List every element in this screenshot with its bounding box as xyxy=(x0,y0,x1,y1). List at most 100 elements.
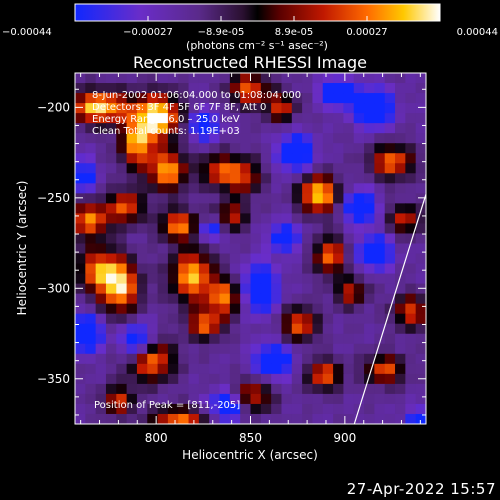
heatmap-cell xyxy=(188,153,200,164)
heatmap-cell xyxy=(395,83,406,94)
heatmap-cell xyxy=(343,373,355,385)
heatmap-cell xyxy=(136,113,148,124)
heatmap-cell xyxy=(188,413,200,424)
heatmap-cell xyxy=(374,303,386,315)
colorbar-tick-label: 0.00044 xyxy=(457,27,498,38)
heatmap-cell xyxy=(271,123,283,134)
heatmap-cell xyxy=(126,123,138,134)
heatmap-cell xyxy=(240,163,252,174)
heatmap-cell xyxy=(219,253,231,265)
heatmap-cell xyxy=(75,403,86,415)
heatmap-cell xyxy=(250,153,262,164)
heatmap-cell xyxy=(147,133,159,144)
heatmap-cell xyxy=(271,253,283,265)
heatmap-cell xyxy=(322,353,334,365)
heatmap-cell xyxy=(353,413,365,424)
colorbar-tick-label: −8.9e-05 xyxy=(198,27,245,38)
heatmap-cell xyxy=(95,353,107,365)
heatmap-cell xyxy=(271,413,283,424)
heatmap-cell xyxy=(105,273,117,285)
heatmap-cell xyxy=(250,163,262,174)
heatmap-cell xyxy=(116,333,128,345)
heatmap-cell xyxy=(126,363,138,375)
heatmap-cell xyxy=(116,173,128,184)
heatmap-cell xyxy=(322,363,334,375)
heatmap-cell xyxy=(415,123,426,134)
heatmap-cell xyxy=(178,193,190,204)
heatmap-cell xyxy=(405,383,417,395)
heatmap-cell xyxy=(178,113,190,124)
y-tick-label: −200 xyxy=(37,100,70,114)
heatmap-cell xyxy=(405,213,417,225)
heatmap-cell xyxy=(250,393,262,405)
heatmap-cell xyxy=(85,213,97,225)
heatmap-cell xyxy=(322,173,334,184)
heatmap-cell xyxy=(343,313,355,325)
heatmap-cell xyxy=(105,83,117,94)
heatmap-cell xyxy=(178,243,190,255)
heatmap-cell xyxy=(384,143,396,154)
heatmap-cell xyxy=(374,223,386,235)
heatmap-cell xyxy=(85,273,97,285)
heatmap-cell xyxy=(198,313,210,325)
heatmap-cell xyxy=(343,383,355,395)
heatmap-cell xyxy=(384,323,396,335)
heatmap-cell xyxy=(281,73,293,84)
heatmap-cell xyxy=(415,113,426,124)
heatmap-cell xyxy=(126,93,138,104)
heatmap-cell xyxy=(116,253,128,265)
heatmap-cell xyxy=(271,343,283,355)
heatmap-cell xyxy=(229,373,241,385)
heatmap-cell xyxy=(374,363,386,375)
heatmap-cell xyxy=(219,153,231,164)
heatmap-cell xyxy=(75,93,86,104)
heatmap-cell xyxy=(343,333,355,345)
heatmap-cell xyxy=(384,93,396,104)
heatmap-cell xyxy=(167,143,179,154)
heatmap-cell xyxy=(364,133,375,144)
heatmap-cell xyxy=(116,383,128,395)
heatmap-cell xyxy=(374,193,386,204)
heatmap-cell xyxy=(260,73,272,84)
heatmap-cell xyxy=(364,93,375,104)
heatmap-cell xyxy=(312,93,324,104)
colorbar-unit-label: (photons cm⁻² s⁻¹ asec⁻²) xyxy=(186,39,328,52)
heatmap-cell xyxy=(364,233,375,245)
heatmap-cell xyxy=(219,373,231,385)
heatmap-cell xyxy=(116,223,128,235)
heatmap-cell xyxy=(291,243,303,255)
heatmap-cell xyxy=(322,303,334,315)
heatmap-cell xyxy=(240,173,252,184)
heatmap-cell xyxy=(85,383,97,395)
heatmap-cell xyxy=(136,343,148,355)
heatmap-cell xyxy=(302,223,314,235)
heatmap-cell xyxy=(95,223,107,235)
heatmap-cell xyxy=(271,323,283,335)
heatmap-cell xyxy=(250,293,262,305)
heatmap-cell xyxy=(198,333,210,345)
heatmap-cell xyxy=(302,83,314,94)
heatmap-cell xyxy=(302,383,314,395)
heatmap-cell xyxy=(271,223,283,235)
heatmap-cell xyxy=(116,343,128,355)
heatmap-cell xyxy=(95,113,107,124)
heatmap-cell xyxy=(353,353,365,365)
heatmap-cell xyxy=(250,273,262,285)
heatmap-cell xyxy=(116,143,128,154)
heatmap-cell xyxy=(260,253,272,265)
heatmap-cell xyxy=(374,133,386,144)
heatmap-cell xyxy=(126,143,138,154)
heatmap-cell xyxy=(260,183,272,194)
heatmap-cell xyxy=(116,93,128,104)
heatmap-cell xyxy=(147,353,159,365)
heatmap-cell xyxy=(229,273,241,285)
heatmap-cell xyxy=(229,393,241,405)
heatmap-cell xyxy=(105,193,117,204)
heatmap-cell xyxy=(405,133,417,144)
heatmap-cell xyxy=(116,263,128,275)
heatmap-cell xyxy=(364,323,375,335)
heatmap-cell xyxy=(343,263,355,275)
heatmap-cell xyxy=(395,253,406,265)
heatmap-cell xyxy=(240,143,252,154)
heatmap-cell xyxy=(250,183,262,194)
